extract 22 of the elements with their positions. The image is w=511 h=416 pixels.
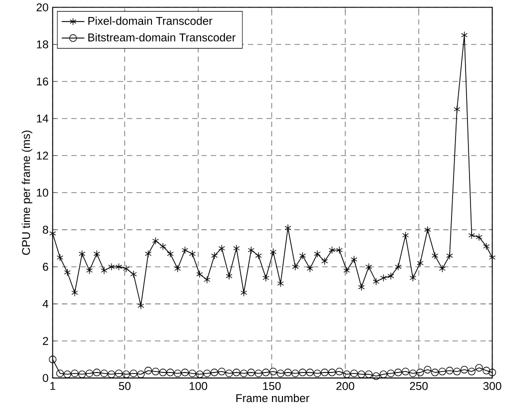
x-tick-label: 1 [50, 382, 56, 390]
x-tick-label: 50 [118, 382, 131, 390]
y-tick-label: 6 [42, 262, 48, 271]
y-tick-label: 12 [36, 152, 48, 160]
x-tick-label: 250 [410, 382, 428, 390]
legend-label: Bitstream-domain Transcoder [88, 33, 236, 42]
y-tick-label: 8 [42, 226, 48, 234]
y-tick-label: 14 [36, 114, 48, 122]
legend-label: Pixel-domain Transcoder [88, 16, 212, 25]
x-tick-label: 300 [483, 382, 502, 390]
y-tick-label: 20 [36, 3, 48, 12]
x-tick-label: 200 [336, 382, 354, 390]
y-tick-label: 2 [42, 337, 48, 345]
x-tick-label: 150 [263, 382, 281, 390]
y-tick-label: 4 [42, 300, 48, 308]
x-tick-label: 100 [190, 382, 208, 390]
y-tick-label: 16 [36, 77, 48, 86]
y-axis-title: CPU time per frame (ms) [22, 130, 32, 255]
x-axis-title: Frame number [236, 394, 310, 402]
y-tick-label: 10 [36, 188, 48, 197]
y-tick-label: 18 [36, 40, 48, 48]
y-tick-label: 0 [42, 374, 48, 382]
